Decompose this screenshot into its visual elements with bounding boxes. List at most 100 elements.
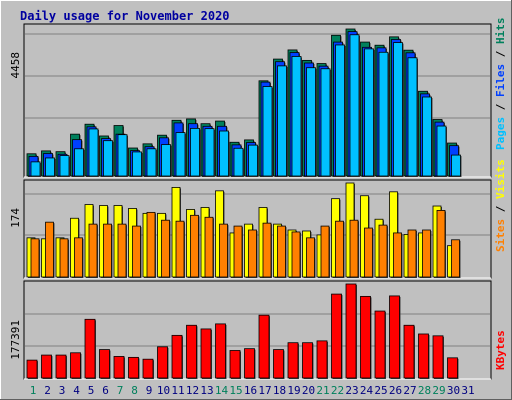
bar-pages-day-16: [248, 144, 258, 177]
svg-text:Pages / Files / Hits: Pages / Files / Hits: [494, 18, 507, 151]
day-label-6: 6: [102, 384, 109, 397]
day-label-11: 11: [171, 384, 184, 397]
bar-sites-day-1: [30, 238, 40, 278]
bar-kbytes-day-6: [99, 349, 110, 379]
day-label-15: 15: [229, 384, 242, 397]
bar-sites-day-18: [277, 225, 286, 278]
bar-kbytes-day-20: [302, 342, 313, 379]
bar-sites-day-4: [74, 237, 83, 278]
bar-pages-day-19: [291, 56, 302, 177]
bar-kbytes-day-7: [113, 356, 125, 379]
bar-kbytes-day-29: [432, 335, 444, 379]
bar-pages-day-28: [422, 96, 432, 177]
day-label-10: 10: [157, 384, 170, 397]
bar-sites-day-20: [306, 237, 315, 278]
bar-kbytes-day-19: [287, 342, 299, 379]
day-label-19: 19: [287, 384, 300, 397]
panel-1-ymax-label: 4458: [9, 52, 22, 79]
bar-pages-day-4: [74, 148, 84, 177]
bar-kbytes-day-16: [244, 348, 255, 379]
bar-pages-day-18: [277, 65, 287, 177]
legend-kbytes: KBytes: [494, 330, 507, 370]
bar-pages-day-14: [219, 130, 229, 177]
day-label-5: 5: [88, 384, 95, 397]
bar-sites-day-23: [349, 219, 359, 278]
bar-sites-day-5: [88, 223, 98, 278]
chart-title: Daily usage for November 2020: [20, 9, 230, 23]
bar-kbytes-day-27: [403, 324, 415, 379]
bar-kbytes-day-21: [316, 340, 328, 379]
panel-3-legend: KBytes: [494, 330, 507, 370]
bar-kbytes-day-12: [186, 324, 197, 379]
chart-bars: [25, 28, 490, 379]
bar-kbytes-day-30: [447, 357, 458, 379]
panel-2-legend: Sites / Visits: [494, 159, 507, 252]
day-label-2: 2: [44, 384, 51, 397]
bar-pages-day-23: [349, 34, 360, 177]
bar-kbytes-day-13: [200, 328, 212, 379]
day-label-30: 30: [447, 384, 460, 397]
x-axis-day-labels: 1 2 3 4 5 6 7 8 9 10 11 12 13 14 15 16 17 18 19 20 21 22 23 24 2…: [30, 384, 475, 397]
bar-pages-day-22: [335, 44, 345, 177]
bar-kbytes-day-1: [26, 359, 38, 379]
day-label-28: 28: [418, 384, 431, 397]
bar-kbytes-day-17: [258, 314, 270, 379]
day-label-12: 12: [186, 384, 199, 397]
day-label-24: 24: [360, 384, 374, 397]
bar-kbytes-day-5: [84, 318, 96, 379]
bar-sites-day-25: [378, 224, 388, 278]
bar-kbytes-day-15: [229, 350, 241, 379]
bar-pages-day-8: [132, 151, 142, 177]
bar-sites-day-19: [291, 231, 301, 278]
bar-kbytes-day-11: [171, 334, 183, 379]
bar-pages-day-12: [190, 127, 200, 177]
bar-pages-day-3: [59, 155, 70, 177]
day-label-27: 27: [403, 384, 416, 397]
panel-2-ymax-label: 174: [9, 208, 22, 228]
day-label-8: 8: [131, 384, 138, 397]
bar-pages-day-29: [436, 125, 447, 177]
bar-sites-day-3: [59, 238, 69, 278]
day-label-16: 16: [244, 384, 257, 397]
bar-kbytes-day-4: [70, 352, 81, 379]
day-label-23: 23: [345, 384, 358, 397]
day-label-17: 17: [258, 384, 271, 397]
bar-pages-day-6: [103, 140, 113, 177]
day-label-9: 9: [146, 384, 153, 397]
bar-pages-day-21: [320, 68, 331, 177]
bar-pages-day-24: [364, 48, 374, 177]
bar-pages-day-7: [117, 134, 128, 177]
bar-sites-day-10: [161, 219, 170, 278]
day-label-13: 13: [200, 384, 213, 397]
bar-sites-day-15: [233, 225, 243, 278]
kbytes-panel: 177391 KBytes: [9, 280, 507, 380]
bar-sites-day-9: [146, 211, 156, 278]
bar-pages-day-9: [146, 148, 157, 177]
day-label-29: 29: [432, 384, 445, 397]
bar-kbytes-day-24: [360, 295, 371, 379]
bar-sites-day-8: [132, 225, 141, 278]
bar-kbytes-day-22: [331, 293, 342, 379]
bar-kbytes-day-26: [389, 295, 400, 379]
bar-sites-day-24: [364, 227, 373, 278]
bar-pages-day-30: [451, 154, 461, 177]
bar-sites-day-6: [103, 223, 112, 278]
legend-files: Files: [494, 64, 507, 97]
bar-pages-day-27: [407, 57, 418, 177]
legend-hits: Hits: [494, 18, 507, 45]
bar-kbytes-day-18: [273, 349, 284, 379]
day-label-31: 31: [461, 384, 474, 397]
bar-sites-day-30: [451, 239, 460, 278]
bar-kbytes-day-3: [55, 354, 67, 379]
bar-sites-day-28: [422, 229, 431, 278]
bar-sites-day-11: [175, 220, 185, 278]
day-label-14: 14: [215, 384, 229, 397]
bar-pages-day-13: [204, 128, 215, 177]
day-label-7: 7: [117, 384, 124, 397]
bar-pages-day-1: [30, 161, 41, 177]
bar-pages-day-26: [393, 42, 403, 177]
bar-sites-day-26: [393, 232, 402, 278]
bar-pages-day-11: [175, 132, 186, 177]
day-label-3: 3: [59, 384, 66, 397]
